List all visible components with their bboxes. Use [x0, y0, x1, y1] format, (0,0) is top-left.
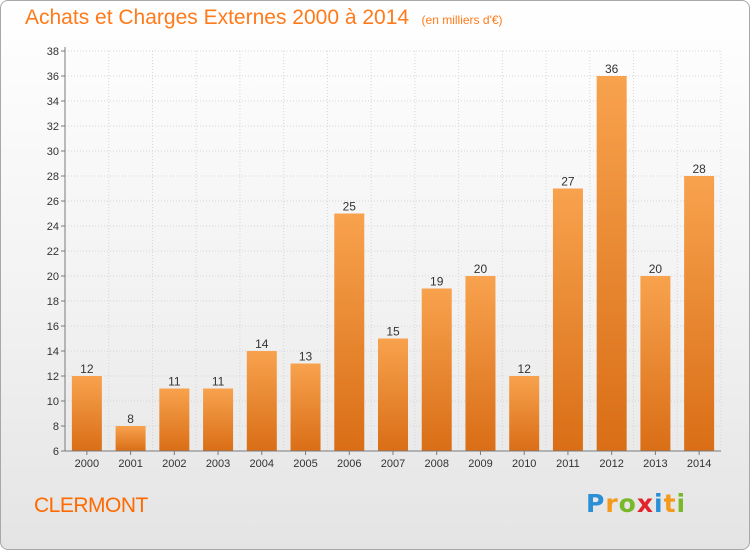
- x-tick-label: 2012: [599, 458, 623, 470]
- bar-2007: [378, 338, 408, 451]
- y-tick-label: 18: [47, 296, 59, 308]
- bar-value-label: 36: [605, 62, 619, 76]
- bar-2005: [290, 363, 321, 451]
- bar-2014: [684, 176, 715, 451]
- x-tick-label: 2003: [206, 458, 230, 470]
- axes: 6 8 10 12 14 16 18 20 22 24 26 28 30 32 34 36 38 2000 2001…: [47, 46, 721, 470]
- bar-2006: [334, 213, 365, 451]
- bar-2009: [465, 276, 496, 451]
- bar-2010: [509, 376, 540, 451]
- bar-2000: [71, 376, 102, 451]
- bar-value-label: 11: [212, 375, 225, 389]
- bar-value-label: 27: [561, 175, 575, 189]
- x-tick-label: 2010: [512, 458, 536, 470]
- bar-value-label: 14: [255, 337, 269, 351]
- x-tick-label: 2001: [118, 458, 142, 470]
- y-tick-label: 32: [47, 121, 59, 133]
- bar-2012: [596, 76, 627, 451]
- logo-letter: x: [636, 489, 654, 518]
- logo-letter: P: [586, 489, 606, 518]
- y-tick-label: 6: [53, 446, 59, 458]
- logo-letter: i: [654, 489, 664, 518]
- x-tick-label: 2013: [643, 458, 667, 470]
- y-tick-label: 16: [47, 321, 59, 333]
- x-tick-label: 2002: [162, 458, 186, 470]
- bar-value-label: 19: [430, 275, 444, 289]
- y-tick-label: 26: [47, 196, 59, 208]
- y-tick-label: 28: [47, 171, 59, 183]
- y-tick-label: 38: [47, 46, 59, 58]
- y-tick-label: 22: [47, 246, 59, 258]
- bar-2011: [552, 188, 583, 451]
- chart-subtitle: (en milliers d'€): [421, 13, 503, 27]
- bar-value-label: 12: [80, 362, 94, 376]
- bar-value-label: 20: [474, 262, 488, 276]
- title-row: Achats et Charges Externes 2000 à 2014 (…: [25, 6, 503, 30]
- x-tick-label: 2009: [468, 458, 492, 470]
- logo-letter: t: [663, 489, 677, 518]
- y-tick-label: 36: [47, 71, 59, 83]
- y-tick-label: 20: [47, 271, 59, 283]
- y-tick-label: 14: [47, 346, 59, 358]
- bar-2004: [246, 351, 277, 451]
- bar-2013: [640, 276, 671, 451]
- bar-value-label: 20: [649, 262, 663, 276]
- chart-title: Achats et Charges Externes 2000 à 2014: [25, 6, 410, 29]
- logo-letter: r: [605, 489, 619, 518]
- bar-2002: [159, 388, 190, 451]
- bars: 12 8 11 11 14 13 25 15 19 20 12 27 36 20 28: [71, 62, 715, 451]
- logo-letter: o: [618, 489, 637, 518]
- x-tick-label: 2011: [556, 458, 580, 470]
- bar-value-label: 8: [127, 412, 134, 426]
- x-tick-label: 2005: [293, 458, 317, 470]
- location-label: CLERMONT: [34, 494, 148, 517]
- bar-2008: [421, 288, 452, 451]
- y-tick-label: 34: [47, 96, 59, 108]
- y-tick-label: 24: [47, 221, 59, 233]
- bar-2003: [203, 388, 234, 451]
- x-tick-label: 2014: [687, 458, 711, 470]
- y-tick-label: 8: [53, 421, 59, 433]
- bar-value-label: 11: [168, 375, 181, 389]
- bar-value-label: 13: [299, 350, 313, 364]
- y-tick-label: 10: [47, 396, 59, 408]
- bar-value-label: 12: [518, 362, 532, 376]
- proxiti-logo: Proxiti: [586, 489, 686, 518]
- x-tick-label: 2000: [75, 458, 99, 470]
- bar-value-label: 25: [343, 200, 357, 214]
- bar-value-label: 28: [692, 162, 706, 176]
- bar-value-label: 15: [386, 325, 400, 339]
- x-tick-label: 2008: [424, 458, 448, 470]
- x-tick-label: 2007: [381, 458, 405, 470]
- y-tick-label: 12: [47, 371, 59, 383]
- y-tick-label: 30: [47, 146, 59, 158]
- x-tick-label: 2006: [337, 458, 361, 470]
- x-tick-label: 2004: [250, 458, 274, 470]
- bar-2001: [115, 426, 146, 451]
- logo-letter: i: [676, 489, 687, 518]
